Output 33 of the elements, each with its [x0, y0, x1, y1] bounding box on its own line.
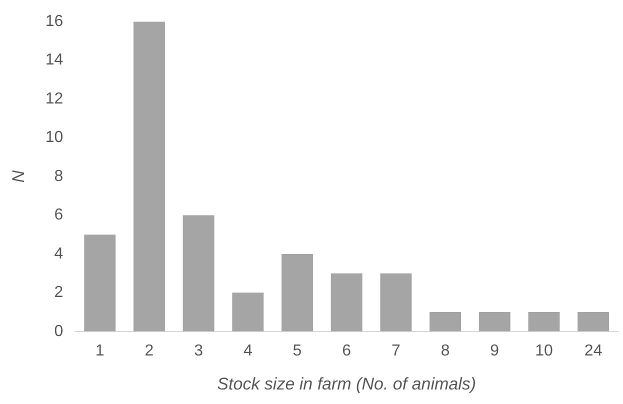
x-tick-label: 10	[535, 342, 553, 360]
x-tick-label: 7	[391, 342, 400, 360]
bar	[232, 292, 264, 332]
y-tick-label: 0	[54, 322, 64, 340]
bar	[330, 273, 362, 332]
y-tick-label: 14	[45, 52, 64, 69]
bar	[430, 312, 462, 332]
y-tick-label: 12	[45, 90, 64, 108]
x-tick-label: 1	[95, 342, 104, 360]
y-tick-label: 8	[54, 168, 64, 185]
x-tick-label: 8	[440, 342, 450, 360]
bar	[84, 234, 116, 332]
y-tick-label: 4	[54, 245, 64, 262]
y-axis-title: N	[8, 170, 28, 183]
bar	[478, 312, 510, 332]
y-tick-label: 6	[54, 206, 64, 224]
x-tick-label: 5	[292, 342, 302, 360]
y-tick-label: 10	[45, 129, 64, 146]
x-axis-title: Stock size in farm (No. of animals)	[217, 374, 476, 394]
x-tick-label: 2	[144, 342, 154, 360]
x-tick-label: 24	[584, 342, 602, 360]
x-tick-label: 3	[194, 342, 204, 360]
bar	[282, 254, 313, 332]
x-tick-label: 4	[243, 342, 252, 360]
bar	[578, 312, 610, 332]
bar	[380, 273, 412, 332]
bar	[528, 312, 560, 332]
bar	[182, 215, 214, 332]
y-tick-label: 16	[45, 13, 64, 30]
x-tick-label: 9	[490, 342, 500, 360]
bar	[133, 22, 165, 332]
y-tick-label: 2	[54, 284, 64, 302]
x-tick-label: 6	[342, 342, 352, 360]
